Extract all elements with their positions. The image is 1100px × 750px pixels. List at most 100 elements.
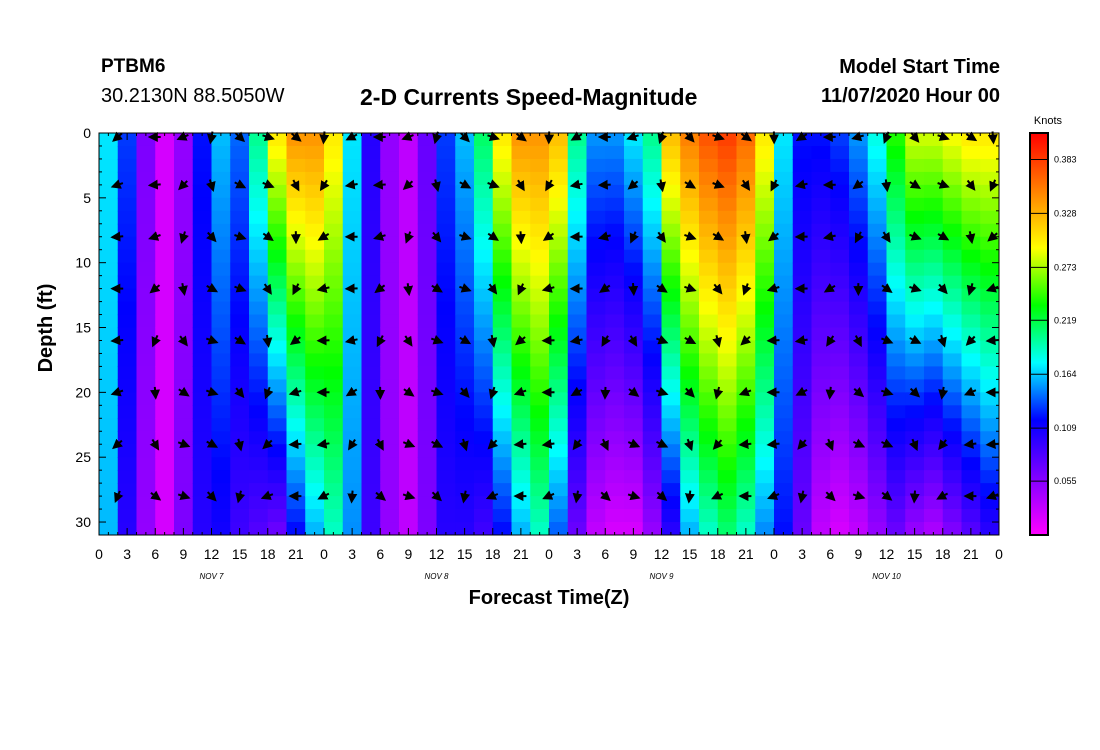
heatmap-cell: [324, 522, 344, 535]
heatmap-cell: [830, 184, 850, 199]
current-vector-arrow: [738, 386, 752, 397]
heatmap-cell: [661, 392, 681, 406]
heatmap-cell: [342, 262, 363, 277]
heatmap-cell: [230, 158, 250, 173]
current-vector-arrow: [403, 283, 414, 297]
current-vector-arrow: [147, 179, 161, 190]
heatmap-cell: [305, 184, 325, 199]
heatmap-cell: [849, 314, 869, 329]
heatmap-cell: [511, 366, 531, 380]
x-tick-label: 0: [545, 546, 553, 562]
heatmap-cell: [417, 405, 438, 419]
x-tick-label: 18: [260, 546, 276, 562]
heatmap-cell: [436, 418, 456, 432]
heatmap-cell: [174, 158, 194, 173]
current-vector-arrow: [572, 439, 583, 451]
heatmap-cell: [774, 483, 794, 497]
heatmap-cell: [380, 197, 400, 212]
heatmap-cell: [511, 301, 531, 316]
heatmap-cell: [699, 145, 719, 160]
heatmap-cell: [380, 457, 400, 471]
heatmap-cell: [342, 509, 363, 523]
heatmap-cell: [811, 262, 831, 277]
heatmap-cell: [436, 301, 456, 316]
heatmap-cell: [492, 340, 513, 355]
heatmap-cell: [699, 379, 719, 393]
current-vector-arrow: [288, 386, 302, 397]
heatmap-cell: [849, 275, 869, 290]
current-vector-arrow: [987, 231, 999, 242]
day-label: NOV 9: [649, 572, 674, 581]
heatmap-cell: [267, 509, 288, 523]
current-vector-arrow: [569, 335, 583, 345]
current-vector-arrow: [740, 179, 751, 192]
heatmap-cell: [380, 353, 400, 368]
heatmap-cell: [324, 171, 344, 186]
heatmap-cell: [267, 392, 288, 406]
heatmap-cell: [530, 145, 550, 160]
heatmap-cell: [886, 314, 906, 329]
heatmap-cell: [99, 184, 119, 199]
current-vector-arrow: [178, 179, 189, 191]
heatmap-cell: [380, 522, 400, 535]
heatmap-cell: [961, 197, 981, 212]
heatmap-cell: [155, 457, 175, 471]
current-vector-arrow: [235, 490, 246, 504]
current-vector-arrow: [627, 490, 641, 501]
current-vector-arrow: [684, 438, 694, 452]
heatmap-cell: [905, 457, 925, 471]
x-tick-label: 15: [682, 546, 698, 562]
x-tick-label: 15: [232, 546, 248, 562]
heatmap-cell: [174, 444, 194, 458]
heatmap-cell: [774, 158, 794, 173]
heatmap-cell: [286, 301, 306, 316]
heatmap-cell: [849, 353, 869, 368]
heatmap-cell: [436, 249, 456, 264]
heatmap-cell: [492, 444, 513, 458]
heatmap-cell: [774, 392, 794, 406]
heatmap-cell: [492, 301, 513, 316]
current-vector-arrow: [487, 283, 498, 295]
heatmap-cell: [924, 314, 944, 329]
heatmap-cell: [549, 522, 569, 535]
heatmap-cell: [567, 353, 588, 368]
heatmap-cell: [211, 392, 231, 406]
heatmap-cell: [624, 262, 644, 277]
heatmap-cell: [286, 366, 306, 380]
current-vector-arrow: [963, 386, 977, 396]
heatmap-cell: [380, 392, 400, 406]
heatmap-cell: [455, 171, 475, 186]
heatmap-cell: [192, 158, 213, 173]
heatmap-cell: [399, 197, 419, 212]
heatmap-cell: [230, 379, 250, 393]
heatmap-cell: [399, 483, 419, 497]
heatmap-cell: [774, 184, 794, 199]
current-vector-arrow: [881, 179, 892, 193]
heatmap-cell: [942, 457, 963, 471]
heatmap-cell: [980, 431, 999, 445]
heatmap-cell: [230, 457, 250, 471]
heatmap-cell: [380, 327, 400, 342]
heatmap-cell: [136, 249, 156, 264]
current-vector-arrow: [234, 231, 247, 241]
current-vector-arrow: [177, 335, 188, 347]
heatmap-cell: [567, 379, 588, 393]
heatmap-cell: [286, 457, 306, 471]
current-vector-arrow: [431, 283, 443, 293]
heatmap-cell: [455, 379, 475, 393]
heatmap-cell: [99, 431, 119, 445]
heatmap-cell: [436, 184, 456, 199]
heatmap-cell: [642, 223, 663, 238]
current-vector-arrow: [317, 490, 330, 500]
current-vector-arrow: [289, 334, 301, 345]
heatmap-cell: [905, 223, 925, 238]
heatmap-cell: [155, 392, 175, 406]
heatmap-cell: [792, 262, 813, 277]
heatmap-cell: [474, 522, 494, 535]
heatmap-cell: [567, 457, 588, 471]
current-vector-arrow: [513, 439, 527, 450]
current-vector-arrow: [656, 334, 669, 345]
heatmap-cell: [136, 496, 156, 510]
heatmap-cell: [361, 223, 381, 238]
heatmap-cell: [99, 197, 119, 212]
